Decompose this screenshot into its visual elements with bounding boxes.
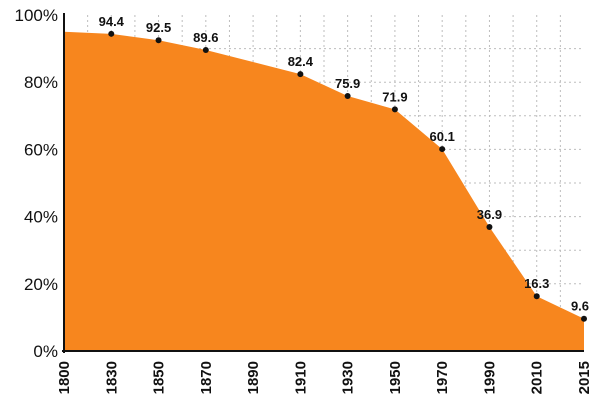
x-tick-label: 1930 [340,361,357,394]
y-tick-label: 0% [33,342,58,361]
data-point-marker [202,46,209,53]
data-label: 89.6 [193,30,218,45]
x-tick-label: 1950 [387,361,404,394]
y-tick-label: 100% [15,6,58,25]
x-tick-label: 1850 [151,361,168,394]
data-label: 36.9 [477,207,502,222]
data-point-marker [391,106,398,113]
data-label: 92.5 [146,20,171,35]
data-label: 94.4 [99,14,125,29]
x-tick-label: 1890 [245,361,262,394]
y-axis-ticks: 0% 20% 40% 60% 80% 100% [15,6,58,361]
x-tick-label: 1970 [434,361,451,394]
data-point-marker [533,293,540,300]
data-label: 71.9 [382,89,407,104]
x-tick-label: 1910 [292,361,309,394]
axes [62,13,584,353]
data-label: 82.4 [288,54,314,69]
data-point-marker [581,315,587,322]
data-point-marker [297,71,304,78]
data-point-marker [439,146,446,153]
x-tick-label: 2010 [529,361,546,394]
data-label: 9.6 [571,299,589,314]
data-point-marker [486,224,493,231]
x-tick-label: 1830 [103,361,120,394]
data-point-marker [344,92,351,99]
x-tick-label: 1870 [198,361,215,394]
x-tick-label: 2015 [576,361,593,394]
data-label: 75.9 [335,76,360,91]
x-tick-label: 1800 [56,361,73,394]
x-axis-ticks: 1800 1830 1850 1870 1890 1910 1930 1950 1970 1990… [56,361,593,394]
data-point-marker [155,37,162,44]
data-markers [108,30,587,322]
y-tick-label: 20% [24,275,58,294]
data-point-marker [108,30,115,37]
data-labels: 94.4 92.5 89.6 82.4 75.9 71.9 60.1 36.9 16.3 9.6 [99,14,589,314]
y-tick-label: 60% [24,140,58,159]
x-tick-label: 1990 [481,361,498,394]
data-label: 16.3 [524,276,549,291]
y-tick-label: 80% [24,73,58,92]
area-series [64,31,584,352]
y-tick-label: 40% [24,208,58,227]
data-label: 60.1 [430,129,455,144]
